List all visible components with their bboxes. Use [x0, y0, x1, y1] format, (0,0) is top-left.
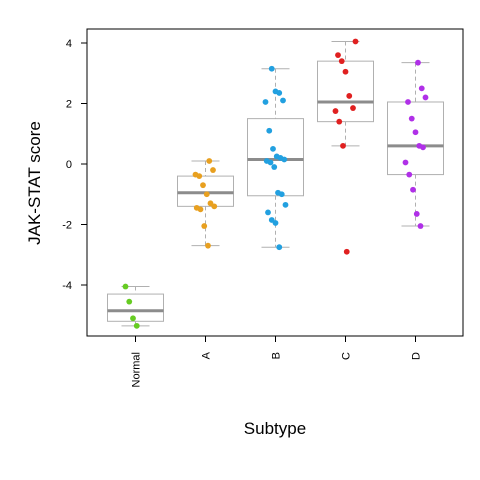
- box-b: [247, 68, 304, 248]
- data-point-a: [197, 206, 204, 213]
- data-point-d: [402, 159, 409, 166]
- box-c: [317, 40, 374, 147]
- plot-frame: [86, 28, 464, 337]
- y-tick-label: 2: [66, 99, 72, 111]
- data-point-normal: [122, 283, 129, 290]
- x-tick-label: B: [271, 352, 283, 359]
- x-tick-label: C: [341, 352, 353, 360]
- y-tick-label: 4: [66, 38, 72, 50]
- data-point-a: [200, 182, 206, 189]
- data-point-b: [266, 127, 273, 134]
- data-point-d: [408, 115, 415, 122]
- data-point-c: [350, 105, 356, 111]
- y-axis-title: JAK-STAT score: [25, 121, 44, 245]
- data-point-d: [418, 85, 425, 92]
- data-point-b: [280, 97, 286, 104]
- data-point-c: [352, 38, 359, 45]
- data-point-d: [422, 94, 429, 101]
- data-point-a: [205, 242, 211, 249]
- y-tick-label: -2: [62, 220, 72, 232]
- box-iqr: [177, 175, 234, 207]
- data-points: [122, 38, 429, 329]
- box-a: [177, 160, 234, 247]
- data-point-d: [405, 99, 411, 105]
- y-tick-label: 0: [66, 159, 72, 171]
- data-point-b: [278, 191, 285, 198]
- y-axis: -4 -2 0 2 4: [62, 38, 88, 292]
- x-tick-label: A: [201, 351, 213, 359]
- data-point-b: [276, 244, 283, 251]
- data-point-d: [412, 129, 419, 136]
- data-point-a: [201, 223, 208, 229]
- data-point-b: [270, 145, 276, 152]
- box-iqr: [107, 293, 164, 322]
- x-tick-label: D: [411, 352, 423, 360]
- data-point-normal: [130, 315, 136, 322]
- data-point-d: [415, 59, 421, 66]
- data-point-c: [343, 248, 350, 255]
- y-tick-label: -4: [62, 280, 72, 292]
- data-point-normal: [133, 322, 140, 329]
- boxes: [107, 40, 444, 327]
- data-point-b: [271, 164, 278, 170]
- data-point-c: [332, 108, 339, 114]
- data-point-a: [211, 203, 218, 210]
- data-point-b: [282, 201, 289, 208]
- box-iqr: [317, 60, 374, 123]
- data-point-d: [410, 186, 416, 193]
- box-normal: [107, 286, 164, 327]
- box-iqr: [387, 101, 444, 176]
- data-point-b: [272, 220, 279, 226]
- data-point-b: [276, 90, 283, 96]
- x-tick-label: Normal: [131, 352, 143, 387]
- data-point-d: [417, 223, 424, 229]
- data-point-c: [338, 58, 345, 65]
- data-point-c: [342, 68, 349, 75]
- data-point-normal: [126, 298, 133, 305]
- data-point-b: [265, 209, 271, 216]
- data-point-c: [336, 118, 343, 125]
- x-axis: Normal A B C D: [131, 335, 423, 387]
- box-d: [387, 62, 444, 227]
- data-point-a: [196, 173, 203, 180]
- data-point-b: [281, 156, 288, 163]
- data-point-b: [268, 65, 275, 72]
- data-point-d: [420, 144, 426, 151]
- data-point-c: [340, 142, 346, 149]
- data-point-b: [267, 159, 274, 166]
- x-axis-title: Subtype: [244, 419, 306, 438]
- data-point-d: [413, 211, 420, 217]
- data-point-a: [210, 167, 216, 173]
- box-iqr: [247, 118, 304, 197]
- data-point-a: [206, 158, 213, 164]
- data-point-c: [346, 93, 353, 99]
- data-point-a: [203, 191, 210, 198]
- data-point-c: [335, 52, 341, 58]
- data-point-d: [406, 171, 413, 178]
- data-point-b: [262, 99, 269, 105]
